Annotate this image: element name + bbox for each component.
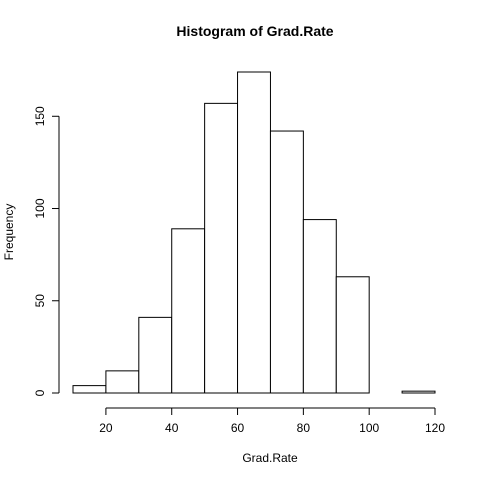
histogram-bar-10 (401, 390, 436, 394)
y-tick-label-1: 50 (33, 294, 47, 308)
histogram-bar-0 (72, 385, 107, 394)
x-tick-label-5: 120 (425, 421, 445, 435)
histogram-bar-5 (237, 71, 271, 394)
x-tick-label-0: 20 (99, 421, 113, 435)
chart-title: Histogram of Grad.Rate (176, 23, 333, 39)
bars-group (72, 71, 436, 394)
histogram-bar-2 (138, 316, 173, 394)
histogram-bar-1 (105, 370, 140, 394)
histogram-bar-4 (204, 102, 239, 394)
x-tick-label-2: 60 (231, 421, 245, 435)
x-axis-label: Grad.Rate (242, 451, 298, 465)
histogram-bar-7 (302, 219, 337, 394)
histogram-bar-3 (171, 228, 206, 394)
x-tick-label-4: 100 (359, 421, 379, 435)
y-tick-label-0: 0 (33, 389, 47, 396)
histogram-bar-6 (269, 130, 304, 394)
y-tick-label-2: 100 (33, 198, 47, 218)
histogram-bar-8 (335, 276, 370, 394)
x-tick-label-3: 80 (297, 421, 311, 435)
y-axis: 0 50 100 150 (33, 106, 60, 396)
x-axis: 20 40 60 80 100 120 (99, 407, 445, 435)
y-tick-label-3: 150 (33, 106, 47, 126)
y-axis-label: Frequency (2, 204, 16, 261)
x-tick-label-1: 40 (165, 421, 179, 435)
